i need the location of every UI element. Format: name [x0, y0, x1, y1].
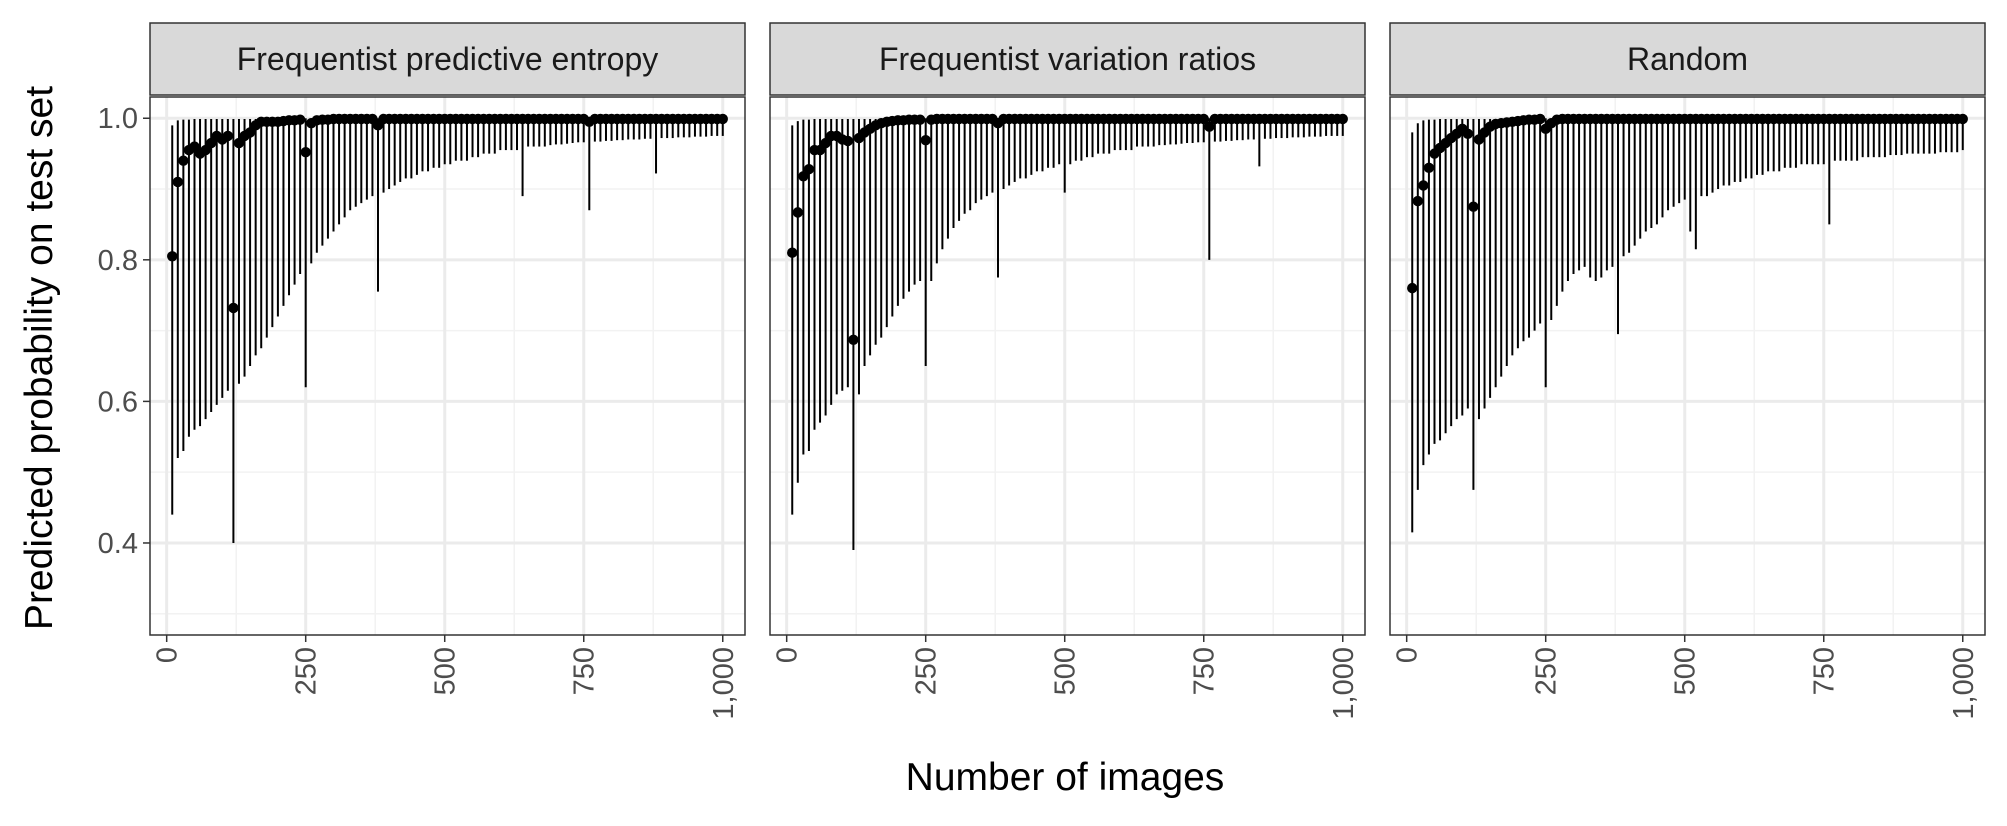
data-point: [1337, 113, 1348, 125]
x-tick-label: 500: [1050, 647, 1082, 695]
x-tick-label: 500: [1670, 647, 1702, 695]
data-point: [1198, 113, 1209, 125]
x-tick-label: 0: [1392, 647, 1424, 663]
panel-2: Frequentist variation ratios 0 250 500 750 1,…: [769, 22, 1366, 720]
data-point: [820, 137, 831, 149]
y-axis: 0.4 0.6 0.8 1.0: [98, 103, 150, 560]
data-point: [803, 164, 815, 175]
x-tick-label: 0: [152, 647, 184, 663]
data-point: [814, 144, 826, 156]
data-point: [228, 302, 239, 314]
data-point: [920, 134, 931, 146]
data-point: [1534, 113, 1546, 125]
x-tick-label: 1,000: [708, 647, 740, 720]
panel-1: Frequentist predictive entropy 0 250 500 750…: [149, 22, 746, 720]
panel-border: [149, 96, 746, 636]
data-point: [222, 130, 234, 142]
data-point: [798, 171, 809, 182]
y-tick-label: 0.8: [98, 245, 138, 277]
panel-title: Random: [1627, 41, 1748, 77]
data-point: [1418, 180, 1429, 191]
panels: Frequentist predictive entropy 0 250 500 750…: [149, 22, 1986, 720]
data-point: [1412, 195, 1424, 207]
panel-strip: [149, 22, 746, 96]
data-point: [787, 247, 798, 258]
data-point: [244, 127, 256, 138]
panel-3: Random 0 250 500 750 1,000: [1389, 22, 1986, 720]
panel-strip: [1389, 22, 1986, 96]
data-point: [172, 176, 184, 188]
data-point: [233, 137, 245, 149]
y-axis-title: Predicted probability on test set: [18, 86, 61, 630]
data-point: [842, 135, 854, 147]
panel-border: [769, 96, 1366, 636]
data-point: [167, 251, 178, 262]
x-tick-label: 250: [1531, 647, 1563, 695]
x-tick-label: 0: [772, 647, 804, 663]
data-point: [1407, 282, 1418, 294]
panel-title: Frequentist variation ratios: [879, 41, 1256, 77]
data-point: [1462, 128, 1474, 140]
data-point: [792, 207, 804, 218]
y-tick-label: 1.0: [98, 103, 138, 135]
x-tick-label: 1,000: [1948, 647, 1980, 720]
data-point: [1957, 113, 1968, 125]
data-point: [294, 114, 306, 125]
data-point: [1473, 134, 1485, 145]
panel-strip: [769, 22, 1366, 96]
panel-title: Frequentist predictive entropy: [237, 41, 659, 77]
data-point: [1204, 121, 1215, 132]
data-point: [300, 147, 311, 158]
x-tick-label: 750: [1809, 647, 1841, 695]
data-point: [189, 141, 200, 152]
data-point: [1468, 201, 1479, 212]
x-tick-label: 250: [291, 647, 323, 695]
data-point: [1423, 162, 1435, 173]
data-point: [205, 137, 217, 149]
x-tick-label: 750: [569, 647, 601, 695]
data-point: [717, 113, 728, 125]
y-tick-label: 0.6: [98, 386, 138, 418]
x-axis-title: Number of images: [906, 756, 1225, 799]
x-tick-label: 250: [911, 647, 943, 695]
y-tick-label: 0.4: [98, 528, 138, 560]
data-point: [178, 155, 189, 166]
x-tick-label: 1,000: [1328, 647, 1360, 720]
data-point: [914, 114, 926, 125]
data-point: [200, 144, 211, 156]
panel-border: [1389, 96, 1986, 636]
x-tick-label: 500: [430, 647, 462, 695]
data-point: [848, 334, 859, 346]
x-tick-label: 750: [1189, 647, 1221, 695]
